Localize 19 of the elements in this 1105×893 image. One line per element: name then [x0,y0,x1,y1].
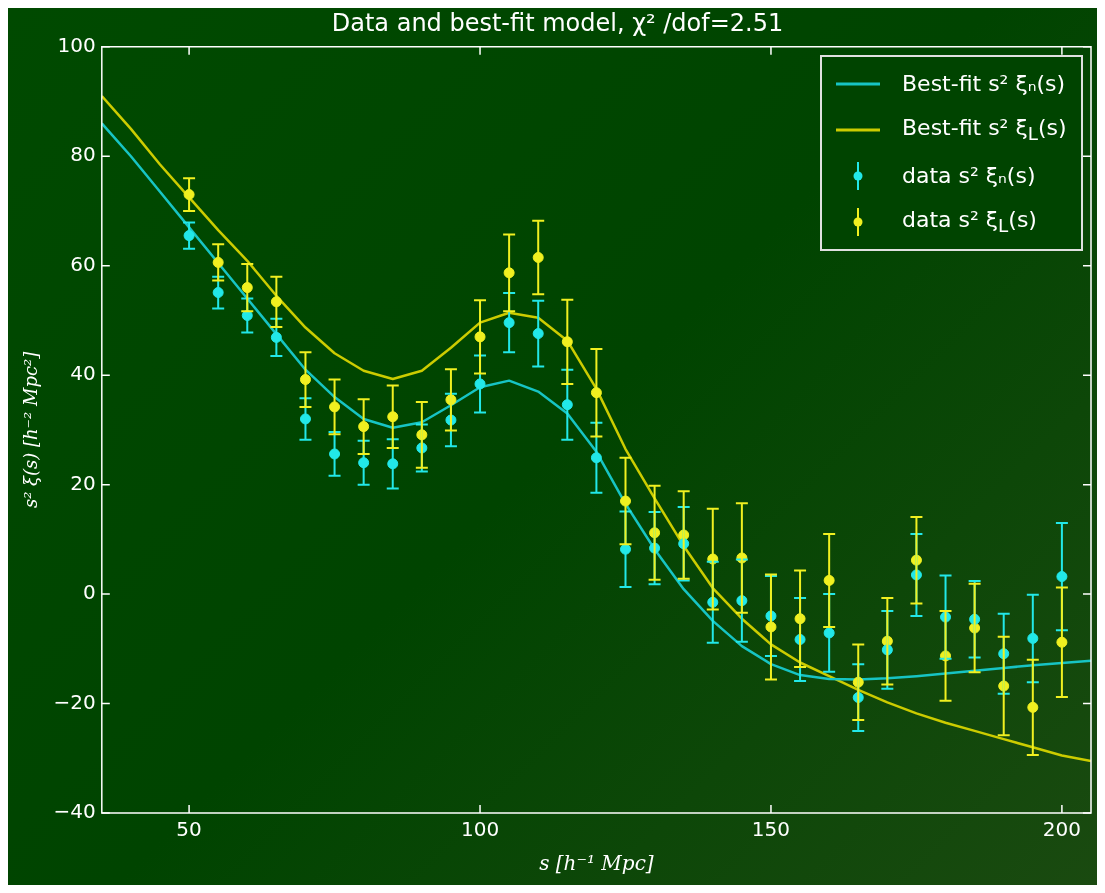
x-tick-label: 200 [1042,817,1081,842]
y-tick-label: −40 [53,799,96,824]
x-tick-label: 150 [751,817,791,842]
y-tick-label: 40 [70,361,96,386]
legend-label: data s² ξₙ(s) [902,163,1036,189]
x-tick-label: 50 [176,817,202,842]
legend-label: data s² ξ$_{L}$(s) [902,207,1037,237]
x-axis-title: s [h⁻¹ Mpc] [539,851,654,876]
legend-label: Best-fit s² ξ$_{L}$(s) [902,115,1067,145]
y-axis-title: s² ξ(s) [h⁻² Mpc²] [20,350,42,509]
y-tick-label: 100 [57,33,96,57]
x-tick-label: 100 [460,817,500,842]
chart-title: Data and best-fit model, χ² /dof=2.51 [331,8,784,37]
y-tick-label: 20 [70,470,96,495]
y-tick-label: 80 [70,142,96,167]
y-tick-label: 0 [83,580,96,605]
y-tick-label: 60 [70,251,96,276]
y-tick-label: −20 [53,689,96,714]
legend-label: Best-fit s² ξₙ(s) [902,71,1066,97]
